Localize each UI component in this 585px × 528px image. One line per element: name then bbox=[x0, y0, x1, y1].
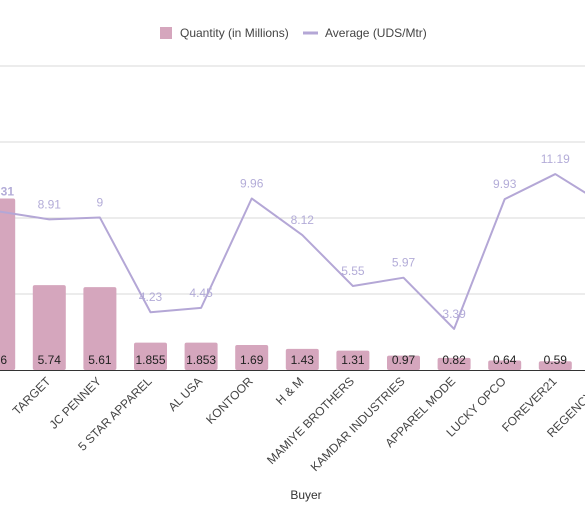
bar-value-label: 5.61 bbox=[88, 353, 112, 367]
line-value-label: 5.55 bbox=[341, 264, 365, 278]
data-labels: 1.6 5.74 5.61 1.855 1.853 1.69 1.43 1.31 0.97 0.8… bbox=[0, 152, 570, 367]
bar-quantity bbox=[134, 342, 167, 370]
line-value-label: 9.96 bbox=[240, 176, 264, 190]
bar-value-label: 1.43 bbox=[291, 353, 315, 367]
legend-label-average: Average (UDS/Mtr) bbox=[325, 26, 427, 40]
x-tick-label: KAMDAR INDUSTRIES bbox=[308, 374, 408, 474]
x-tick-label: MAMIYE BROTHERS bbox=[264, 374, 357, 467]
x-tick-label: AL USA bbox=[165, 374, 205, 414]
bar-value-label: 0.82 bbox=[442, 353, 466, 367]
legend-swatch-quantity bbox=[160, 27, 172, 39]
line-value-label: 5.97 bbox=[392, 256, 416, 270]
legend: Quantity (in Millions) Average (UDS/Mtr) bbox=[160, 26, 427, 40]
x-axis-title: Buyer bbox=[290, 488, 321, 502]
bar-value-label: 5.74 bbox=[38, 353, 62, 367]
bar-value-label: 0.97 bbox=[392, 353, 416, 367]
line-value-label: 9 bbox=[97, 196, 104, 210]
bar-series bbox=[0, 198, 572, 370]
bar-value-label: 1.853 bbox=[186, 353, 216, 367]
bar-quantity bbox=[0, 198, 16, 370]
line-value-label: 8.12 bbox=[291, 213, 315, 227]
bar-quantity bbox=[488, 360, 522, 370]
line-value-label: 4.45 bbox=[189, 286, 213, 300]
x-tick-label: KONTOOR bbox=[203, 374, 256, 427]
bar-value-label: 1.6 bbox=[0, 353, 7, 367]
bar-quantity bbox=[32, 285, 66, 370]
x-tick-label: AP bbox=[0, 374, 3, 395]
bar-value-label: 0.59 bbox=[544, 353, 568, 367]
line-value-label: 8.91 bbox=[38, 197, 62, 211]
bar-quantity bbox=[538, 361, 572, 370]
bar-quantity bbox=[437, 357, 471, 370]
legend-label-quantity: Quantity (in Millions) bbox=[180, 26, 289, 40]
bar-quantity bbox=[184, 342, 218, 370]
line-value-label: 3.39 bbox=[442, 307, 466, 321]
bar-quantity bbox=[387, 355, 420, 370]
bar-value-label: 1.31 bbox=[341, 353, 365, 367]
line-value-label: 4.23 bbox=[139, 290, 163, 304]
line-series bbox=[0, 173, 585, 330]
bar-quantity bbox=[83, 287, 117, 370]
bar-value-label: 1.855 bbox=[135, 353, 165, 367]
line-value-label: 11.19 bbox=[541, 152, 570, 166]
x-tick-label: H & M bbox=[273, 374, 306, 407]
bar-quantity bbox=[336, 350, 370, 370]
line-value-label: 9.93 bbox=[493, 177, 517, 191]
bar-quantity bbox=[235, 345, 269, 370]
bar-value-label: 1.69 bbox=[240, 353, 264, 367]
bar-value-label: 0.64 bbox=[493, 353, 517, 367]
x-tick-label: TARGET bbox=[10, 374, 54, 418]
line-value-label: .31 bbox=[0, 184, 14, 198]
bar-quantity bbox=[285, 348, 319, 370]
